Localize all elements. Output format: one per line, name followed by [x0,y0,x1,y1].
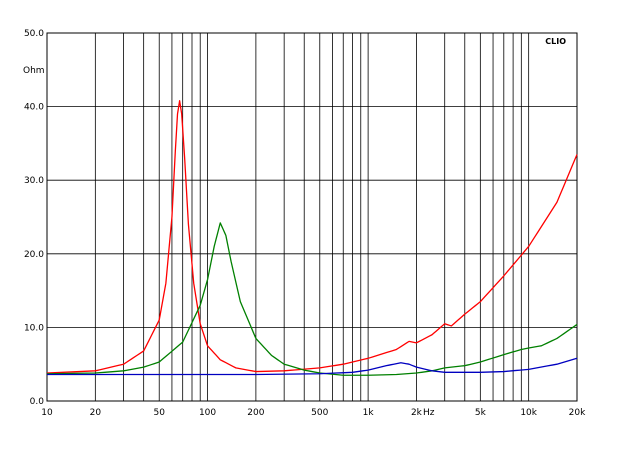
x-tick-label: 2k [411,408,423,418]
y-tick-label: 50.0 [24,29,44,39]
y-tick-label: 20.0 [24,250,44,260]
plot-area [46,32,578,402]
x-tick-label: 100 [199,408,216,418]
x-axis-label: Hz [423,408,435,418]
x-tick-label: 5k [475,408,487,418]
x-tick-label: 20 [90,408,102,418]
x-tick-label: 10k [520,408,537,418]
series-line-3 [47,357,578,376]
grid [47,33,577,401]
series-group [46,100,578,376]
x-tick-label: 50 [153,408,165,418]
series-line-1 [46,100,578,374]
x-tick-label: 200 [247,408,264,418]
y-tick-label: 10.0 [24,323,44,333]
x-tick-label: 10 [41,408,53,418]
y-tick-label: 40.0 [24,103,44,113]
y-tick-label: 30.0 [24,176,44,186]
x-tick-label: 20k [569,408,586,418]
x-tick-label: 500 [311,408,328,418]
y-tick-label: 0.0 [30,397,45,407]
y-axis-label: Ohm [23,66,45,76]
x-tick-label: 1k [363,408,375,418]
brand-label: CLIO [545,37,566,46]
series-line-2 [46,222,578,376]
tick-labels: 0.0 10.0 20.0 30.0 40.0 50.0 10 20 50 100 200 500 1k… [24,29,586,418]
